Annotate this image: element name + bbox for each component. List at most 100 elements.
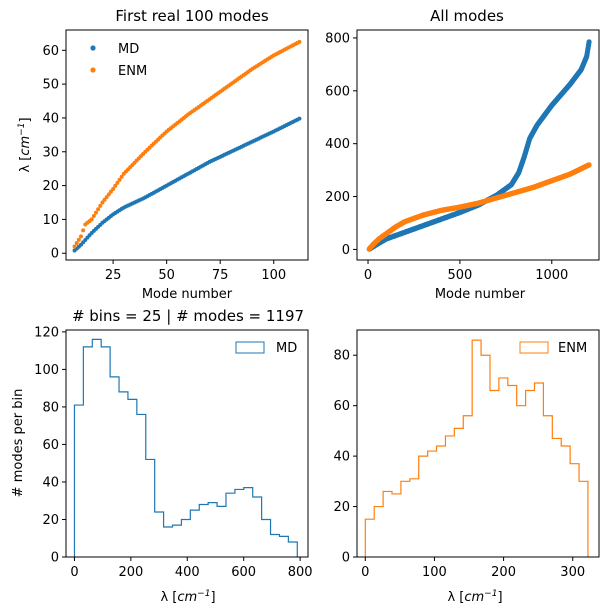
x-tick-label: 400: [175, 565, 200, 580]
point-enm: [113, 183, 118, 188]
histogram-bin-md: [288, 542, 297, 557]
panel-4-marks: [364, 339, 589, 557]
histogram-bin-md: [262, 519, 271, 557]
panel-enm-histogram: 0 100 200 300 0 20 40 60 80 λ [cm−1] ENM: [333, 329, 600, 605]
x-tick-label: 0: [361, 565, 369, 580]
panel-3-marks: [73, 338, 298, 557]
histogram-bin-md: [253, 497, 262, 557]
y-tick-label: 60: [42, 44, 59, 59]
panel-1-y-label-unit: cm: [18, 136, 33, 156]
y-tick-label: 80: [333, 349, 350, 364]
panel-3-frame: [65, 329, 309, 558]
panel-4-frame: [356, 329, 600, 558]
y-tick-label: 100: [34, 363, 59, 378]
y-tick-label: 200: [325, 190, 350, 205]
panel-3-x-ticks: 0 200 400 600 800: [70, 557, 313, 580]
y-tick-label: 80: [42, 400, 59, 415]
histogram-bin-md: [271, 534, 280, 557]
histogram-bin-md: [226, 493, 235, 557]
y-tick-label: 600: [325, 84, 350, 99]
point-enm: [297, 39, 302, 44]
point-enm: [91, 214, 96, 219]
histogram-bin-enm: [552, 438, 561, 557]
histogram-bin-md: [83, 347, 92, 557]
point-enm: [100, 200, 105, 205]
x-tick-label: 100: [261, 268, 286, 283]
histogram-bin-enm: [526, 391, 535, 557]
point-enm: [78, 234, 83, 239]
panel-1-y-label-close: ]: [18, 117, 33, 122]
panel-4-x-label: λ [cm−1]: [447, 589, 502, 605]
panel-3-y-label: # modes per bin: [11, 389, 26, 498]
x-tick-label: 100: [422, 565, 447, 580]
histogram-bin-enm: [392, 494, 401, 557]
histogram-step-md: [73, 338, 298, 557]
point-enm: [119, 174, 124, 179]
panel-4-x-label-close: ]: [497, 590, 502, 605]
histogram-bin-enm: [517, 406, 526, 557]
point-enm: [102, 197, 107, 202]
panel-4-x-label-sup: −1: [484, 589, 497, 599]
histogram-bin-md: [74, 405, 83, 557]
panel-2-marks: [366, 39, 592, 252]
y-tick-label: 120: [34, 325, 59, 340]
histogram-bin-enm: [543, 416, 552, 557]
legend-md-patch: [235, 341, 265, 354]
x-tick-label: 0: [364, 268, 372, 283]
histogram-bin-md: [244, 488, 253, 557]
point-enm: [111, 186, 116, 191]
histogram-bin-enm: [383, 491, 392, 557]
panel-1-y-label-sup: −1: [17, 123, 27, 136]
histogram-bin-enm: [437, 446, 446, 557]
legend-enm-patch: [519, 341, 549, 354]
y-tick-label: 400: [325, 137, 350, 152]
histogram-bin-md: [181, 519, 190, 557]
panel-4-x-label-base: λ [: [447, 590, 464, 605]
histogram-bin-md: [199, 504, 208, 557]
histogram-bin-md: [190, 510, 199, 557]
histogram-bin-md: [101, 347, 110, 557]
histogram-bin-enm: [428, 451, 437, 557]
histogram-bin-enm: [561, 446, 570, 557]
legend-enm-label: ENM: [118, 64, 147, 79]
x-tick-label: 500: [447, 268, 472, 283]
histogram-bin-enm: [374, 507, 383, 557]
x-tick-label: 300: [560, 565, 585, 580]
panel-2-y-ticks: 0 200 400 600 800: [325, 31, 357, 258]
point-enm: [76, 237, 81, 242]
histogram-bin-md: [173, 525, 182, 557]
legend-md-label: MD: [118, 42, 139, 57]
panel-2-x-ticks: 0 500 1000: [364, 260, 568, 283]
panel-3-x-label: λ [cm−1]: [160, 589, 215, 605]
point-enm: [93, 210, 98, 215]
histogram-bin-md: [119, 392, 128, 557]
histogram-bin-md: [92, 339, 101, 557]
legend-md-marker: [90, 45, 96, 51]
y-tick-label: 0: [342, 551, 350, 566]
x-tick-label: 50: [158, 268, 175, 283]
panel-1-title: First real 100 modes: [115, 7, 268, 25]
panel-3-x-label-sup: −1: [197, 589, 210, 599]
histogram-bin-md: [235, 489, 244, 557]
y-tick-label: 800: [325, 31, 350, 46]
point-enm: [81, 228, 86, 233]
point-enm: [72, 244, 77, 249]
histogram-bin-enm: [365, 519, 374, 557]
histogram-bin-md: [217, 506, 226, 557]
legend-enm-hist-label: ENM: [558, 341, 587, 356]
y-tick-label: 60: [42, 438, 59, 453]
x-tick-label: 200: [491, 565, 516, 580]
panel-4-legend: ENM: [519, 341, 587, 356]
panel-1-frame: [65, 29, 309, 261]
panel-1-marks: [72, 39, 302, 253]
y-tick-label: 40: [42, 475, 59, 490]
panel-3-x-label-base: λ [: [160, 590, 177, 605]
y-tick-label: 40: [333, 450, 350, 465]
histogram-bin-md: [128, 399, 137, 557]
histogram-bin-enm: [481, 355, 490, 557]
x-tick-label: 75: [212, 268, 229, 283]
x-tick-label: 1000: [535, 268, 568, 283]
panel-1-legend: MD ENM: [90, 42, 147, 79]
point-md: [586, 39, 592, 45]
